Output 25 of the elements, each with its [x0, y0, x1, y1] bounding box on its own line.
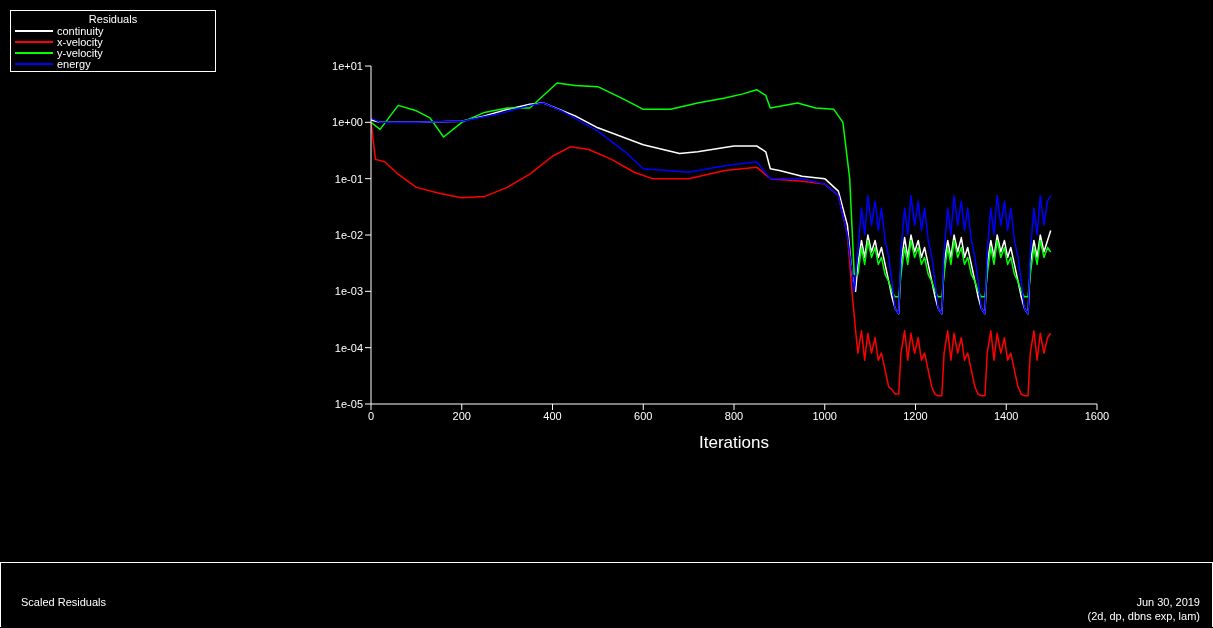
- x-tick-label: 1200: [903, 409, 928, 422]
- y-tick-label: 1e-01: [334, 172, 363, 185]
- x-tick-label: 400: [543, 409, 562, 422]
- legend-label: y-velocity: [57, 46, 103, 59]
- x-tick-label: 800: [724, 409, 744, 422]
- x-tick-label: 1600: [1084, 409, 1110, 422]
- text: Jun 30, 2019: [1135, 595, 1200, 609]
- y-tick-label: 1e-02: [334, 228, 363, 241]
- y-tick-label: 1e+00: [332, 116, 363, 129]
- x-tick-label: 600: [634, 409, 653, 422]
- line-series: [371, 82, 1052, 298]
- y-tick-label: 1e-03: [334, 285, 363, 298]
- x-axis-title: Iterations: [699, 433, 769, 452]
- y-tick-label: 1e-05: [334, 397, 363, 410]
- x-tick-label: 1000: [812, 409, 837, 422]
- x-tick-label: 0: [367, 409, 375, 422]
- text: Scaled Residuals: [21, 596, 106, 608]
- text: (2d, dp, dbns exp, lam): [1087, 609, 1200, 623]
- y-tick-label: 1e+01: [332, 59, 363, 72]
- x-tick-label: 200: [452, 409, 471, 422]
- x-tick-label: 1400: [994, 409, 1019, 422]
- y-tick-label: 1e-04: [334, 341, 363, 354]
- legend-label: continuity: [57, 24, 104, 37]
- legend-title: Residuals: [87, 13, 139, 25]
- legend-label: x-velocity: [57, 35, 103, 48]
